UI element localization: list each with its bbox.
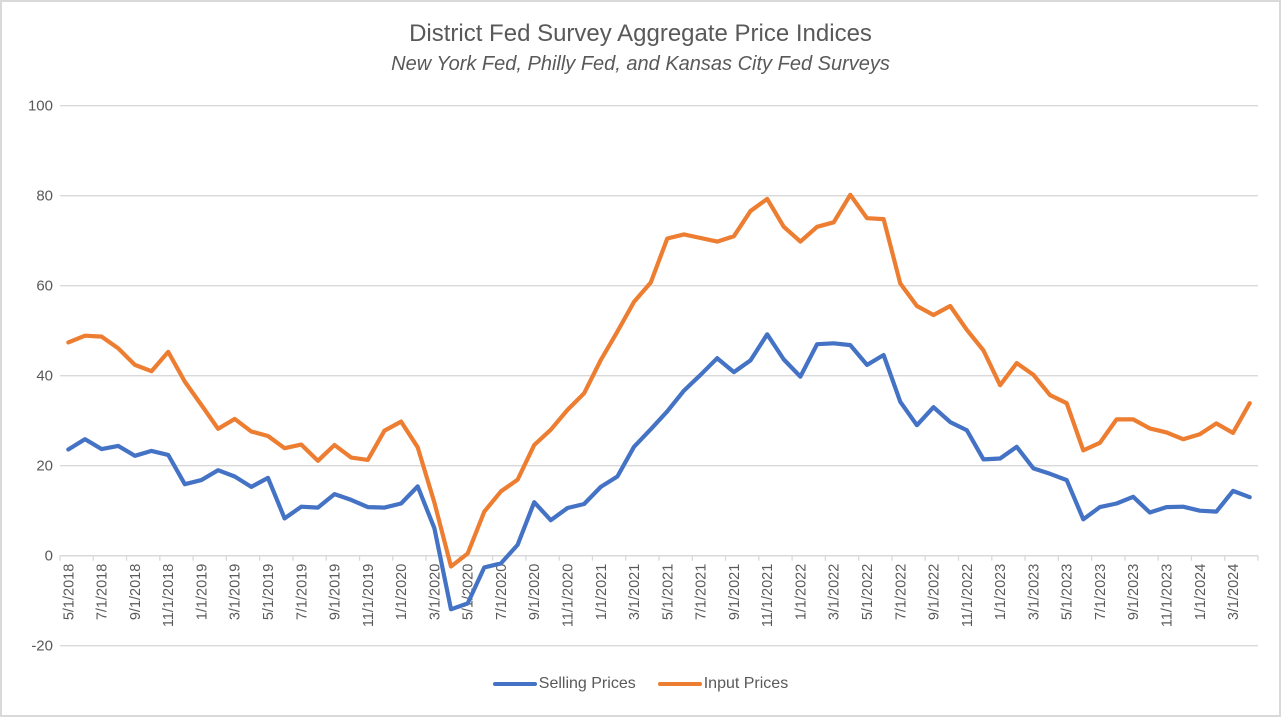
x-tick-label: 7/1/2022 — [893, 564, 909, 620]
x-tick-label: 9/1/2018 — [128, 564, 144, 620]
legend-label: Selling Prices — [538, 675, 636, 692]
y-tick-label: 0 — [45, 548, 53, 565]
x-tick-label: 7/1/2021 — [694, 564, 710, 620]
x-tick-label: 5/1/2021 — [660, 564, 676, 620]
x-tick-label: 5/1/2018 — [61, 564, 77, 620]
y-tick-label: 20 — [36, 458, 53, 475]
x-tick-label: 9/1/2022 — [927, 564, 943, 620]
x-tick-label: 3/1/2019 — [228, 564, 244, 620]
legend-swatch-selling-prices — [492, 682, 537, 686]
x-tick-label: 3/1/2023 — [1026, 564, 1042, 620]
x-tick-label: 11/1/2018 — [161, 564, 177, 627]
legend-item-input-prices: Input Prices — [657, 675, 789, 693]
y-tick-label: 100 — [28, 98, 53, 115]
chart-title: District Fed Survey Aggregate Price Indi… — [409, 20, 872, 47]
x-tick-label: 3/1/2021 — [627, 564, 643, 620]
x-axis: 5/1/2018 7/1/2018 9/1/2018 11/1/2018 1/1/201… — [59, 554, 1259, 627]
x-tick-label: 9/1/2023 — [1126, 564, 1142, 620]
x-tick-label: 5/1/2019 — [261, 564, 277, 620]
x-tick-label: 7/1/2018 — [95, 564, 111, 620]
legend-swatch-input-prices — [657, 682, 702, 686]
x-tick-label: 11/1/2020 — [560, 564, 576, 627]
series-lines — [66, 192, 1252, 612]
x-tick-label: 1/1/2023 — [993, 564, 1009, 620]
x-tick-label: 1/1/2019 — [194, 564, 210, 620]
legend: Selling Prices Input Prices — [0, 675, 1281, 693]
x-tick-label: 1/1/2024 — [1193, 564, 1209, 620]
x-tick-label: 5/1/2022 — [860, 564, 876, 620]
x-tick-label: 9/1/2019 — [328, 564, 344, 620]
x-tick-label: 9/1/2021 — [727, 564, 743, 620]
x-tick-label: 11/1/2021 — [760, 564, 776, 627]
x-tick-label: 3/1/2024 — [1226, 564, 1242, 620]
x-tick-label: 5/1/2023 — [1060, 564, 1076, 620]
series-line-input-prices — [66, 192, 1252, 569]
x-tick-label: 1/1/2021 — [594, 564, 610, 620]
x-tick-label: 3/1/2022 — [827, 564, 843, 620]
x-tick-label: 1/1/2020 — [394, 564, 410, 620]
x-tick-label: 7/1/2023 — [1093, 564, 1109, 620]
x-tick-label: 7/1/2020 — [494, 564, 510, 620]
legend-label: Input Prices — [703, 675, 789, 692]
legend-item-selling-prices: Selling Prices — [492, 675, 636, 693]
series-line-selling-prices — [66, 332, 1252, 612]
y-tick-label: 40 — [36, 368, 53, 385]
x-tick-label: 9/1/2020 — [527, 564, 543, 620]
gridlines — [60, 105, 1258, 647]
y-tick-label: 60 — [36, 278, 53, 295]
x-tick-label: 3/1/2020 — [427, 564, 443, 620]
x-tick-label: 11/1/2023 — [1159, 564, 1175, 627]
y-axis: -20 0 20 40 60 80 100 — [28, 98, 53, 655]
x-tick-label: 11/1/2019 — [361, 564, 377, 627]
y-tick-label: 80 — [36, 188, 53, 205]
chart-subtitle: New York Fed, Philly Fed, and Kansas Cit… — [391, 53, 890, 75]
y-tick-label: -20 — [31, 638, 53, 655]
x-tick-label: 1/1/2022 — [793, 564, 809, 620]
x-tick-label: 11/1/2022 — [960, 564, 976, 627]
x-tick-label: 7/1/2019 — [294, 564, 310, 620]
